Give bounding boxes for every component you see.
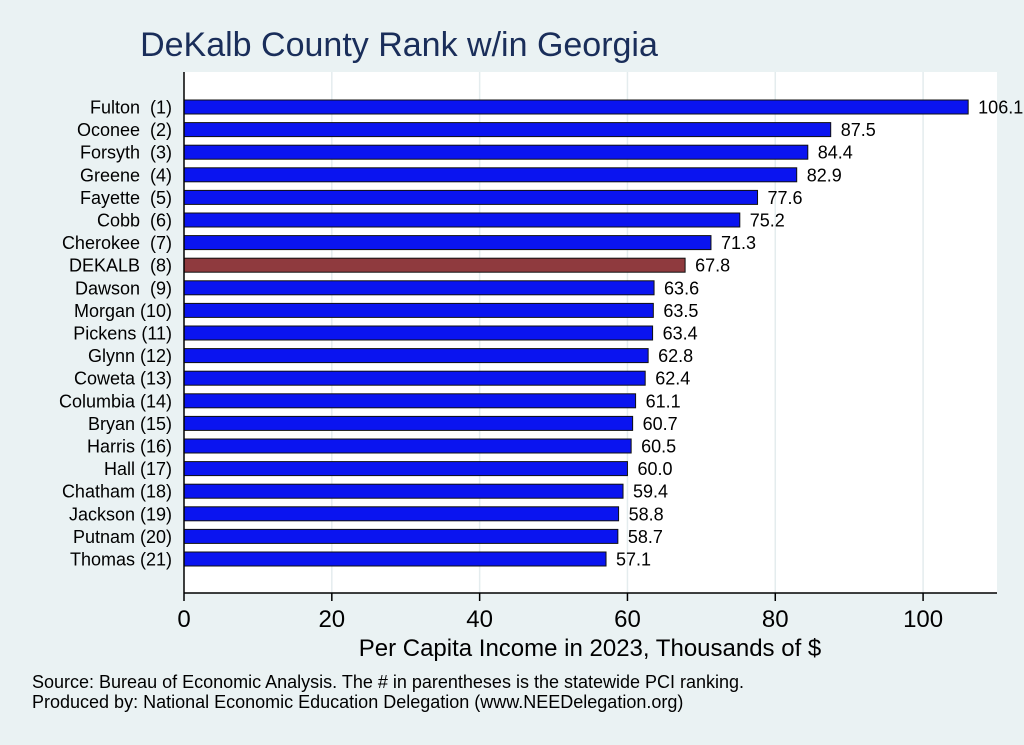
source-note: Source: Bureau of Economic Analysis. The… — [32, 672, 745, 692]
category-label: Jackson (19) — [69, 504, 172, 524]
value-label: 61.1 — [646, 391, 681, 411]
bar — [183, 235, 712, 251]
value-label: 63.6 — [664, 278, 699, 298]
value-label: 63.5 — [663, 301, 698, 321]
bar — [183, 99, 969, 115]
category-label: Putnam (20) — [73, 527, 172, 547]
value-label: 57.1 — [616, 550, 651, 570]
value-label: 87.5 — [841, 120, 876, 140]
bar — [183, 325, 654, 341]
category-label: Harris (16) — [87, 437, 172, 457]
value-label: 77.6 — [768, 188, 803, 208]
category-label: Glynn (12) — [88, 346, 172, 366]
bar — [183, 506, 620, 522]
value-label: 60.5 — [641, 437, 676, 457]
bar — [183, 144, 809, 160]
x-tick-label: 20 — [318, 606, 345, 633]
bar — [183, 122, 832, 138]
chart-title: DeKalb County Rank w/in Georgia — [0, 26, 1024, 65]
category-label: DEKALB (8) — [69, 256, 172, 276]
bar — [183, 370, 646, 386]
category-label: Thomas (21) — [70, 550, 172, 570]
x-tick-label: 80 — [762, 606, 789, 633]
x-tick-label: 40 — [466, 606, 493, 633]
category-label: Cobb (6) — [97, 211, 172, 231]
value-label: 58.8 — [629, 504, 664, 524]
category-label: Oconee (2) — [77, 120, 172, 140]
bar — [183, 280, 655, 296]
category-label: Fayette (5) — [80, 188, 172, 208]
value-label: 75.2 — [750, 211, 785, 231]
bars: 106.1 87.5 84.482.977.6 75.271.3 67.863.6 63.… — [183, 98, 1023, 570]
category-label: Hall (17) — [104, 459, 172, 479]
category-label: Coweta (13) — [74, 369, 172, 389]
value-label: 67.8 — [695, 256, 730, 276]
category-label: Chatham (18) — [62, 482, 172, 502]
value-label: 62.4 — [655, 369, 690, 389]
value-label: 106.1 — [978, 98, 1023, 118]
category-label: Bryan (15) — [88, 414, 172, 434]
bar-highlight — [183, 257, 686, 273]
category-label: Fulton (1) — [90, 98, 172, 118]
chart-title-text: DeKalb County Rank w/in Georgia — [140, 26, 658, 64]
bar — [183, 302, 654, 318]
category-label: Columbia (14) — [59, 391, 172, 411]
value-label: 71.3 — [721, 233, 756, 253]
bar — [183, 483, 624, 499]
produced-by-note: Produced by: National Economic Education… — [32, 692, 684, 712]
category-label: Greene (4) — [80, 165, 172, 185]
x-tick-label: 100 — [903, 606, 943, 633]
axes: 0 20 40 60 80 100 Fulton (1)Oconee (2) Forsyth … — [59, 72, 997, 633]
bar — [183, 189, 759, 205]
value-label: 58.7 — [628, 527, 663, 547]
value-label: 60.7 — [643, 414, 678, 434]
value-label: 63.4 — [663, 324, 698, 344]
category-label: Forsyth (3) — [80, 143, 172, 163]
bar — [183, 551, 607, 567]
bar — [183, 415, 634, 431]
x-tick-label: 0 — [177, 606, 190, 633]
bar — [183, 528, 619, 544]
value-label: 60.0 — [637, 459, 672, 479]
value-label: 59.4 — [633, 482, 668, 502]
x-axis-label: Per Capita Income in 2023, Thousands of … — [359, 635, 822, 662]
bar — [183, 167, 798, 183]
bar — [183, 393, 637, 409]
category-label: Cherokee (7) — [62, 233, 172, 253]
x-tick-label: 60 — [614, 606, 641, 633]
bar — [183, 212, 741, 228]
bar — [183, 348, 649, 364]
value-label: 82.9 — [807, 165, 842, 185]
category-label: Pickens (11) — [73, 324, 172, 344]
value-label: 84.4 — [818, 143, 853, 163]
bar — [183, 461, 628, 477]
value-label: 62.8 — [658, 346, 693, 366]
bar — [183, 438, 632, 454]
category-label: Morgan (10) — [74, 301, 172, 321]
category-label: Dawson (9) — [75, 278, 172, 298]
